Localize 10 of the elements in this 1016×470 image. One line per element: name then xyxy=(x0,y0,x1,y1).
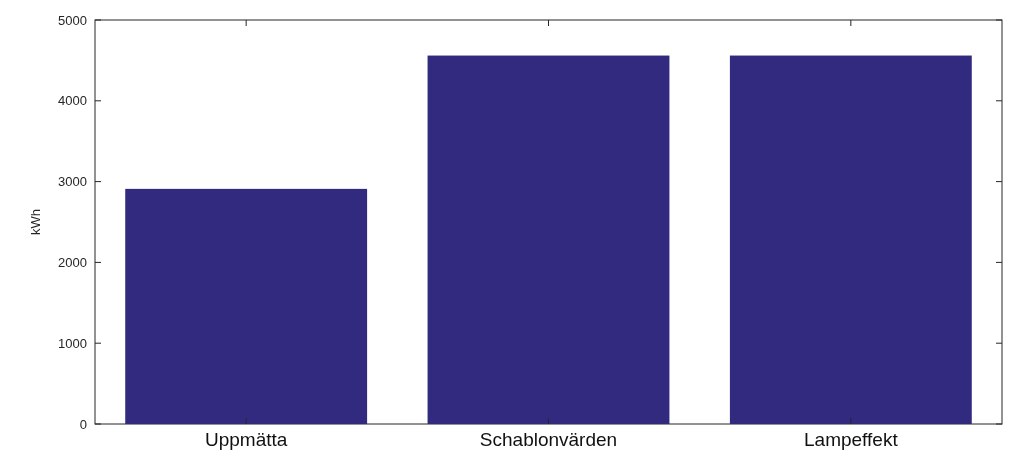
y-tick-label: 2000 xyxy=(58,254,87,270)
y-axis-title: kWh xyxy=(28,209,43,235)
y-tick-label: 5000 xyxy=(58,12,87,28)
x-tick-label: Schablonvärden xyxy=(479,429,618,450)
y-tick-label: 0 xyxy=(79,416,87,432)
y-tick-label: 1000 xyxy=(58,335,87,351)
y-tick-label: 3000 xyxy=(58,174,87,190)
x-tick-label: Lampeffekt xyxy=(804,429,899,450)
x-tick-label: Uppmätta xyxy=(204,429,288,450)
y-tick-label: 4000 xyxy=(58,93,87,109)
